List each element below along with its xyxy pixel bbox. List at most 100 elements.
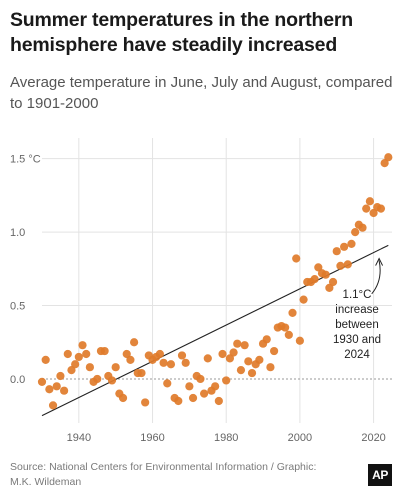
annotation-line-3: 1930 and xyxy=(333,334,381,346)
data-point-1983 xyxy=(233,339,242,348)
data-point-1965 xyxy=(166,360,176,369)
data-point-2017 xyxy=(358,223,367,232)
x-tick-label-1940: 1940 xyxy=(67,432,91,444)
data-point-1935 xyxy=(56,371,65,381)
data-point-2012 xyxy=(340,242,349,251)
data-point-1969 xyxy=(181,358,190,367)
data-point-1971 xyxy=(188,393,198,403)
data-point-2000 xyxy=(295,336,304,345)
data-point-2015 xyxy=(351,228,360,237)
data-point-1939 xyxy=(71,360,80,369)
data-point-1962 xyxy=(155,349,164,359)
annotation-line-1: increase xyxy=(335,304,378,316)
data-point-1936 xyxy=(60,386,69,395)
annotation-arrowhead xyxy=(375,257,384,266)
data-point-1934 xyxy=(52,382,61,391)
data-point-1952 xyxy=(118,393,128,403)
data-point-1999 xyxy=(292,254,301,263)
data-point-1979 xyxy=(218,349,227,359)
data-point-1989 xyxy=(255,355,264,364)
data-point-1996 xyxy=(281,323,290,332)
data-point-1997 xyxy=(284,330,293,339)
data-point-1942 xyxy=(82,349,91,359)
data-point-2008 xyxy=(325,283,334,293)
data-point-1955 xyxy=(130,338,139,347)
annotation-layer: 1.1°C increase between 1930 and 2024 xyxy=(333,257,384,361)
annotation-line-2: between xyxy=(335,319,378,331)
data-point-2019 xyxy=(365,197,374,206)
data-point-1954 xyxy=(126,355,135,364)
grid-layer xyxy=(42,138,392,423)
x-tick-label-1960: 1960 xyxy=(140,432,164,444)
data-point-1933 xyxy=(48,401,58,410)
source-note: Source: National Centers for Environment… xyxy=(10,461,317,488)
tick-labels-layer: 1940 1960 1980 2000 2020 0.0 0.5 1.0 1.5 °C xyxy=(10,154,386,444)
data-point-1991 xyxy=(262,335,271,344)
data-point-1941 xyxy=(78,341,87,350)
scatter-chart: 1.1°C increase between 1930 and 2024 1940 196… xyxy=(10,138,393,444)
annotation-arrow xyxy=(371,260,381,295)
data-point-2009 xyxy=(328,277,338,287)
chart-title: Summer temperatures in the northern hemi… xyxy=(10,9,353,56)
data-point-1977 xyxy=(211,382,220,391)
chart-subtitle: Average temperature in June, July and Au… xyxy=(10,74,393,112)
data-point-2010 xyxy=(332,247,341,256)
data-point-1953 xyxy=(122,349,131,359)
data-point-1967 xyxy=(174,396,183,406)
data-point-1985 xyxy=(240,341,249,350)
data-point-2004 xyxy=(310,274,319,284)
data-point-1931 xyxy=(41,355,50,364)
data-point-1987 xyxy=(247,368,257,378)
data-point-2013 xyxy=(343,260,352,269)
data-point-1957 xyxy=(137,368,146,378)
data-point-1993 xyxy=(270,346,279,356)
data-point-1986 xyxy=(244,357,253,366)
data-point-1940 xyxy=(74,352,83,362)
trend-layer xyxy=(41,244,389,417)
data-point-2001 xyxy=(299,295,308,304)
data-point-1984 xyxy=(236,366,246,375)
data-point-1980 xyxy=(222,376,231,385)
data-point-1982 xyxy=(229,348,238,357)
data-point-1970 xyxy=(185,382,194,391)
data-point-1945 xyxy=(93,374,102,384)
data-point-1943 xyxy=(85,363,94,372)
data-point-1998 xyxy=(288,308,297,317)
data-point-1930 xyxy=(37,377,47,386)
data-point-1992 xyxy=(266,363,275,372)
y-tick-label-1: 1.0 xyxy=(10,227,25,239)
trend-line xyxy=(41,244,389,417)
data-point-2007 xyxy=(321,270,330,279)
data-point-2018 xyxy=(362,204,371,213)
data-point-2022 xyxy=(376,204,386,213)
data-point-1973 xyxy=(196,374,205,384)
y-tick-label-1.5: 1.5 °C xyxy=(10,154,41,166)
data-point-1938 xyxy=(67,366,76,375)
data-point-1964 xyxy=(163,379,172,388)
data-point-1958 xyxy=(141,398,150,407)
data-point-1950 xyxy=(111,363,120,372)
data-point-2024 xyxy=(384,153,393,162)
data-point-2011 xyxy=(336,261,345,270)
data-point-2005 xyxy=(314,263,323,272)
ap-logo: AP xyxy=(368,464,392,486)
data-point-1974 xyxy=(200,389,209,398)
data-point-1947 xyxy=(100,346,109,356)
data-point-2020 xyxy=(369,208,378,218)
points-layer xyxy=(37,153,393,410)
data-point-1937 xyxy=(63,349,72,359)
x-tick-label-2020: 2020 xyxy=(361,432,385,444)
data-point-2023 xyxy=(380,158,389,168)
data-point-1975 xyxy=(203,354,212,363)
data-point-1981 xyxy=(225,354,234,363)
annotation-line-4: 2024 xyxy=(344,349,370,361)
y-tick-label-0: 0.0 xyxy=(10,374,25,386)
data-point-1968 xyxy=(177,351,187,360)
data-point-1963 xyxy=(159,358,168,367)
y-tick-label-0.5: 0.5 xyxy=(10,301,25,313)
x-tick-label-1980: 1980 xyxy=(214,432,238,444)
annotation-line-0: 1.1°C xyxy=(343,289,372,301)
data-point-1978 xyxy=(214,396,223,406)
data-point-1949 xyxy=(107,376,117,385)
data-point-2014 xyxy=(347,239,356,248)
